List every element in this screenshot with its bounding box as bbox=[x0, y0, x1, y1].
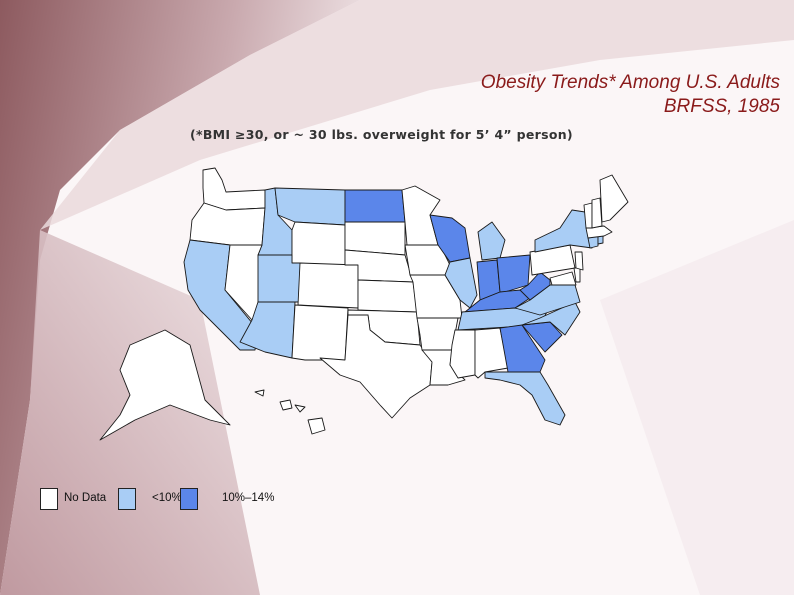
state-HI-2 bbox=[279, 399, 293, 411]
title-line-1: Obesity Trends* Among U.S. Adults bbox=[480, 72, 780, 93]
state-MI bbox=[477, 221, 506, 261]
state-NH bbox=[591, 197, 603, 229]
state-NY bbox=[534, 209, 593, 253]
state-MT bbox=[274, 187, 346, 226]
state-NM bbox=[291, 304, 349, 361]
legend-label-no-data: No Data bbox=[64, 492, 107, 504]
state-GA bbox=[499, 324, 546, 373]
subtitle: (*BMI ≥30, or ~ 30 lbs. overweight for 5… bbox=[190, 127, 573, 142]
state-WA bbox=[202, 167, 266, 211]
state-AZ bbox=[239, 301, 296, 359]
title-line-2: BRFSS, 1985 bbox=[663, 96, 780, 117]
legend-swatch-10-14 bbox=[180, 488, 198, 510]
state-WY bbox=[291, 221, 346, 266]
state-RI bbox=[597, 235, 604, 245]
state-TX bbox=[319, 314, 433, 419]
state-OH bbox=[496, 254, 531, 293]
legend-swatch-no-data bbox=[40, 488, 58, 510]
state-HI-3 bbox=[294, 404, 306, 413]
state-HI-4 bbox=[254, 389, 265, 397]
legend-label-under-10: <10% bbox=[152, 492, 182, 504]
state-ME bbox=[599, 174, 629, 223]
state-CO bbox=[297, 262, 359, 309]
state-NJ bbox=[574, 251, 584, 271]
state-FL bbox=[484, 371, 566, 426]
state-KS bbox=[357, 279, 418, 313]
state-ND bbox=[344, 189, 406, 223]
state-SD bbox=[344, 221, 406, 256]
state-AK bbox=[99, 329, 231, 441]
state-MS bbox=[449, 329, 476, 379]
state-MD bbox=[549, 271, 577, 286]
legend-label-10-14: 10%–14% bbox=[222, 492, 275, 504]
state-HI bbox=[307, 417, 326, 435]
legend-swatch-under-10 bbox=[118, 488, 136, 510]
